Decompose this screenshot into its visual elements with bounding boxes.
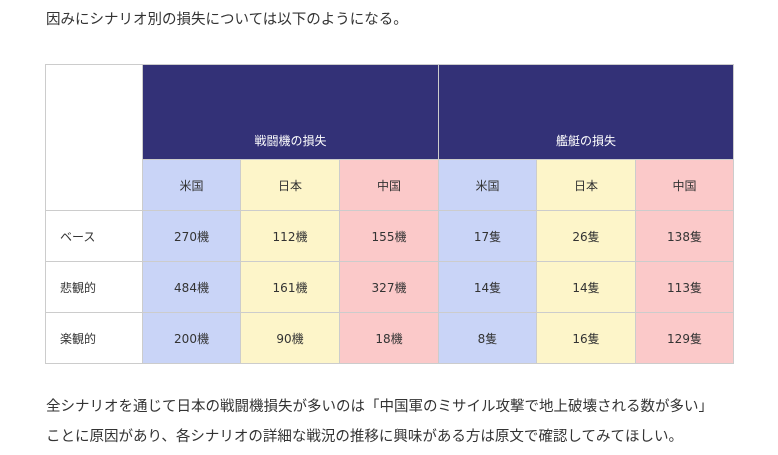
data-cell: 16隻 [536, 312, 636, 364]
data-cell: 112機 [240, 210, 340, 262]
data-cell: 113隻 [635, 261, 734, 313]
corner-cell [45, 64, 143, 211]
row-label: 楽観的 [45, 312, 143, 364]
data-cell: 155機 [339, 210, 439, 262]
data-cell: 327機 [339, 261, 439, 313]
row-label: ベース [45, 210, 143, 262]
outro-line: 全シナリオを通じて日本の戦闘機損失が多いのは「中国軍のミサイル攻撃で地上破壊され… [46, 399, 713, 415]
data-cell: 138隻 [635, 210, 734, 262]
country-header: 日本 [536, 159, 636, 211]
data-cell: 26隻 [536, 210, 636, 262]
data-row: ベース 270機 112機 155機 17隻 26隻 138隻 [45, 210, 734, 262]
data-cell: 8隻 [438, 312, 537, 364]
country-header: 米国 [438, 159, 537, 211]
group-header: 艦艇の損失 [438, 64, 734, 160]
data-cell: 200機 [142, 312, 241, 364]
data-row: 悲観的 484機 161機 327機 14隻 14隻 113隻 [45, 261, 734, 313]
outro-line: ことに原因があり、各シナリオの詳細な戦況の推移に興味がある方は原文で確認してみて… [46, 429, 683, 445]
subheader-row: 米国 日本 中国 米国 日本 中国 [46, 159, 734, 211]
data-cell: 14隻 [438, 261, 537, 313]
intro-text: 因みにシナリオ別の損失については以下のようになる。 [46, 12, 408, 28]
data-cell: 17隻 [438, 210, 537, 262]
country-header: 中国 [635, 159, 734, 211]
country-header: 中国 [339, 159, 439, 211]
row-label: 悲観的 [45, 261, 143, 313]
group-header: 戦闘機の損失 [142, 64, 439, 160]
data-cell: 18機 [339, 312, 439, 364]
data-cell: 484機 [142, 261, 241, 313]
header-row: 戦闘機の損失 艦艇の損失 [45, 64, 734, 211]
data-cell: 129隻 [635, 312, 734, 364]
country-header: 日本 [240, 159, 340, 211]
data-cell: 270機 [142, 210, 241, 262]
data-cell: 90機 [240, 312, 340, 364]
outro-text: 全シナリオを通じて日本の戦闘機損失が多いのは「中国軍のミサイル攻撃で地上破壊され… [46, 392, 713, 452]
data-cell: 161機 [240, 261, 340, 313]
data-cell: 14隻 [536, 261, 636, 313]
data-row: 楽観的 200機 90機 18機 8隻 16隻 129隻 [45, 312, 734, 364]
country-header: 米国 [142, 159, 241, 211]
loss-table: 戦闘機の損失 艦艇の損失 米国 日本 中国 米国 日本 中国 ベース 270機 112機 155機 1… [45, 64, 734, 364]
